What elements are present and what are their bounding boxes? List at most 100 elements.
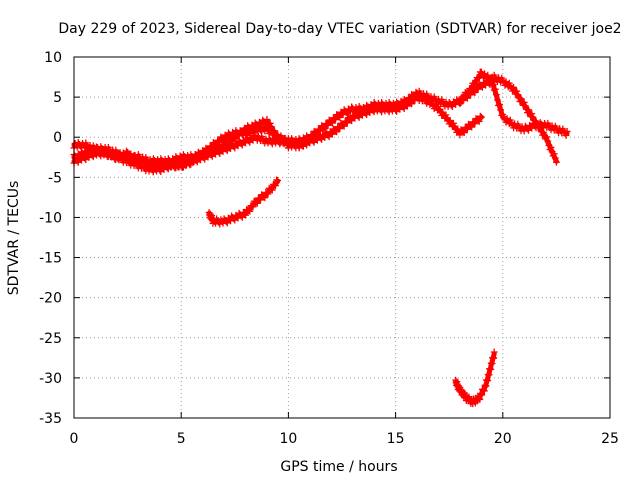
data-point bbox=[320, 124, 328, 132]
data-point bbox=[220, 143, 228, 151]
y-tick-label: -15 bbox=[39, 251, 62, 267]
data-point bbox=[403, 102, 411, 110]
data-point bbox=[476, 396, 484, 403]
x-tick-label: 20 bbox=[494, 431, 512, 447]
data-point bbox=[490, 86, 498, 94]
y-tick-label: 5 bbox=[53, 90, 62, 106]
data-point bbox=[482, 382, 490, 390]
data-point bbox=[408, 100, 416, 108]
data-point bbox=[495, 102, 502, 109]
data-point bbox=[189, 157, 197, 164]
y-tick-label: -30 bbox=[39, 371, 62, 387]
data-point bbox=[543, 133, 551, 141]
data-point bbox=[456, 131, 464, 139]
data-point bbox=[517, 95, 525, 102]
x-tick-label: 15 bbox=[387, 431, 405, 447]
data-point bbox=[477, 113, 485, 121]
label-layer: 0 5 10 15 20 25 10 5 0 -5 -10 -15 -20 -25 -30 -35 bbox=[39, 50, 619, 447]
y-tick-label: -10 bbox=[39, 210, 62, 226]
data-point bbox=[540, 128, 547, 136]
data-point bbox=[274, 177, 282, 184]
data-point bbox=[472, 80, 480, 88]
data-point bbox=[470, 119, 478, 127]
data-point bbox=[342, 118, 350, 126]
data-point bbox=[407, 99, 415, 107]
data-point bbox=[513, 87, 521, 95]
data-point bbox=[532, 117, 540, 125]
data-point bbox=[339, 121, 347, 129]
series-main-band-c bbox=[70, 115, 314, 176]
data-point bbox=[241, 210, 248, 218]
series-low-arc bbox=[205, 176, 282, 228]
data-point bbox=[232, 135, 240, 143]
data-point bbox=[562, 132, 570, 139]
data-point bbox=[471, 89, 479, 96]
data-point bbox=[551, 154, 559, 162]
data-point bbox=[267, 123, 275, 131]
data-point bbox=[494, 96, 501, 104]
data-point bbox=[335, 113, 343, 120]
data-point bbox=[490, 354, 498, 362]
data-point bbox=[476, 112, 484, 120]
data-point bbox=[459, 128, 467, 136]
data-point bbox=[223, 140, 231, 148]
data-point bbox=[450, 119, 457, 127]
data-point bbox=[488, 360, 496, 368]
data-point bbox=[490, 348, 498, 356]
data-point bbox=[332, 116, 339, 124]
data-point bbox=[474, 117, 482, 124]
y-tick-label: 10 bbox=[44, 50, 62, 66]
data-point bbox=[491, 85, 499, 93]
data-point bbox=[497, 106, 505, 114]
data-point bbox=[246, 207, 254, 215]
tick-layer bbox=[73, 56, 611, 419]
data-point bbox=[480, 387, 488, 395]
data-point bbox=[253, 199, 261, 207]
data-point bbox=[521, 102, 529, 110]
data-point bbox=[238, 129, 246, 136]
data-point bbox=[260, 193, 268, 201]
data-point bbox=[272, 182, 279, 189]
data-point bbox=[332, 127, 339, 135]
data-point bbox=[228, 138, 235, 145]
data-point bbox=[317, 127, 324, 135]
data-point bbox=[190, 158, 198, 165]
data-point bbox=[454, 125, 462, 133]
data-point bbox=[256, 195, 263, 203]
data-point bbox=[474, 85, 482, 93]
data-point bbox=[235, 132, 243, 140]
data-point bbox=[457, 99, 465, 107]
data-point bbox=[478, 391, 486, 399]
data-point bbox=[525, 106, 532, 114]
data-point bbox=[249, 203, 257, 211]
data-point bbox=[402, 101, 410, 109]
data-point bbox=[510, 83, 517, 91]
data-point bbox=[321, 125, 329, 133]
data-point bbox=[343, 119, 351, 127]
y-tick-label: -5 bbox=[48, 170, 62, 186]
data-point bbox=[475, 74, 483, 82]
data-point bbox=[266, 119, 274, 127]
data-point bbox=[234, 131, 242, 139]
data-point bbox=[261, 194, 269, 202]
data-point bbox=[257, 196, 264, 204]
data-point bbox=[492, 91, 500, 99]
data-point bbox=[514, 91, 522, 99]
data-point bbox=[324, 121, 332, 129]
y-tick-label: -25 bbox=[39, 331, 62, 347]
data-point bbox=[327, 129, 335, 137]
data-point bbox=[544, 137, 552, 145]
data-point bbox=[323, 120, 331, 128]
data-point bbox=[464, 125, 471, 133]
chart-title: Day 229 of 2023, Sidereal Day-to-day VTE… bbox=[58, 21, 621, 37]
data-point bbox=[252, 198, 260, 206]
data-point bbox=[231, 134, 239, 142]
grid-layer bbox=[74, 57, 610, 418]
data-point bbox=[467, 122, 475, 130]
data-point bbox=[336, 125, 344, 132]
data-point bbox=[328, 130, 336, 138]
data-point bbox=[268, 186, 276, 194]
data-point bbox=[528, 110, 536, 118]
